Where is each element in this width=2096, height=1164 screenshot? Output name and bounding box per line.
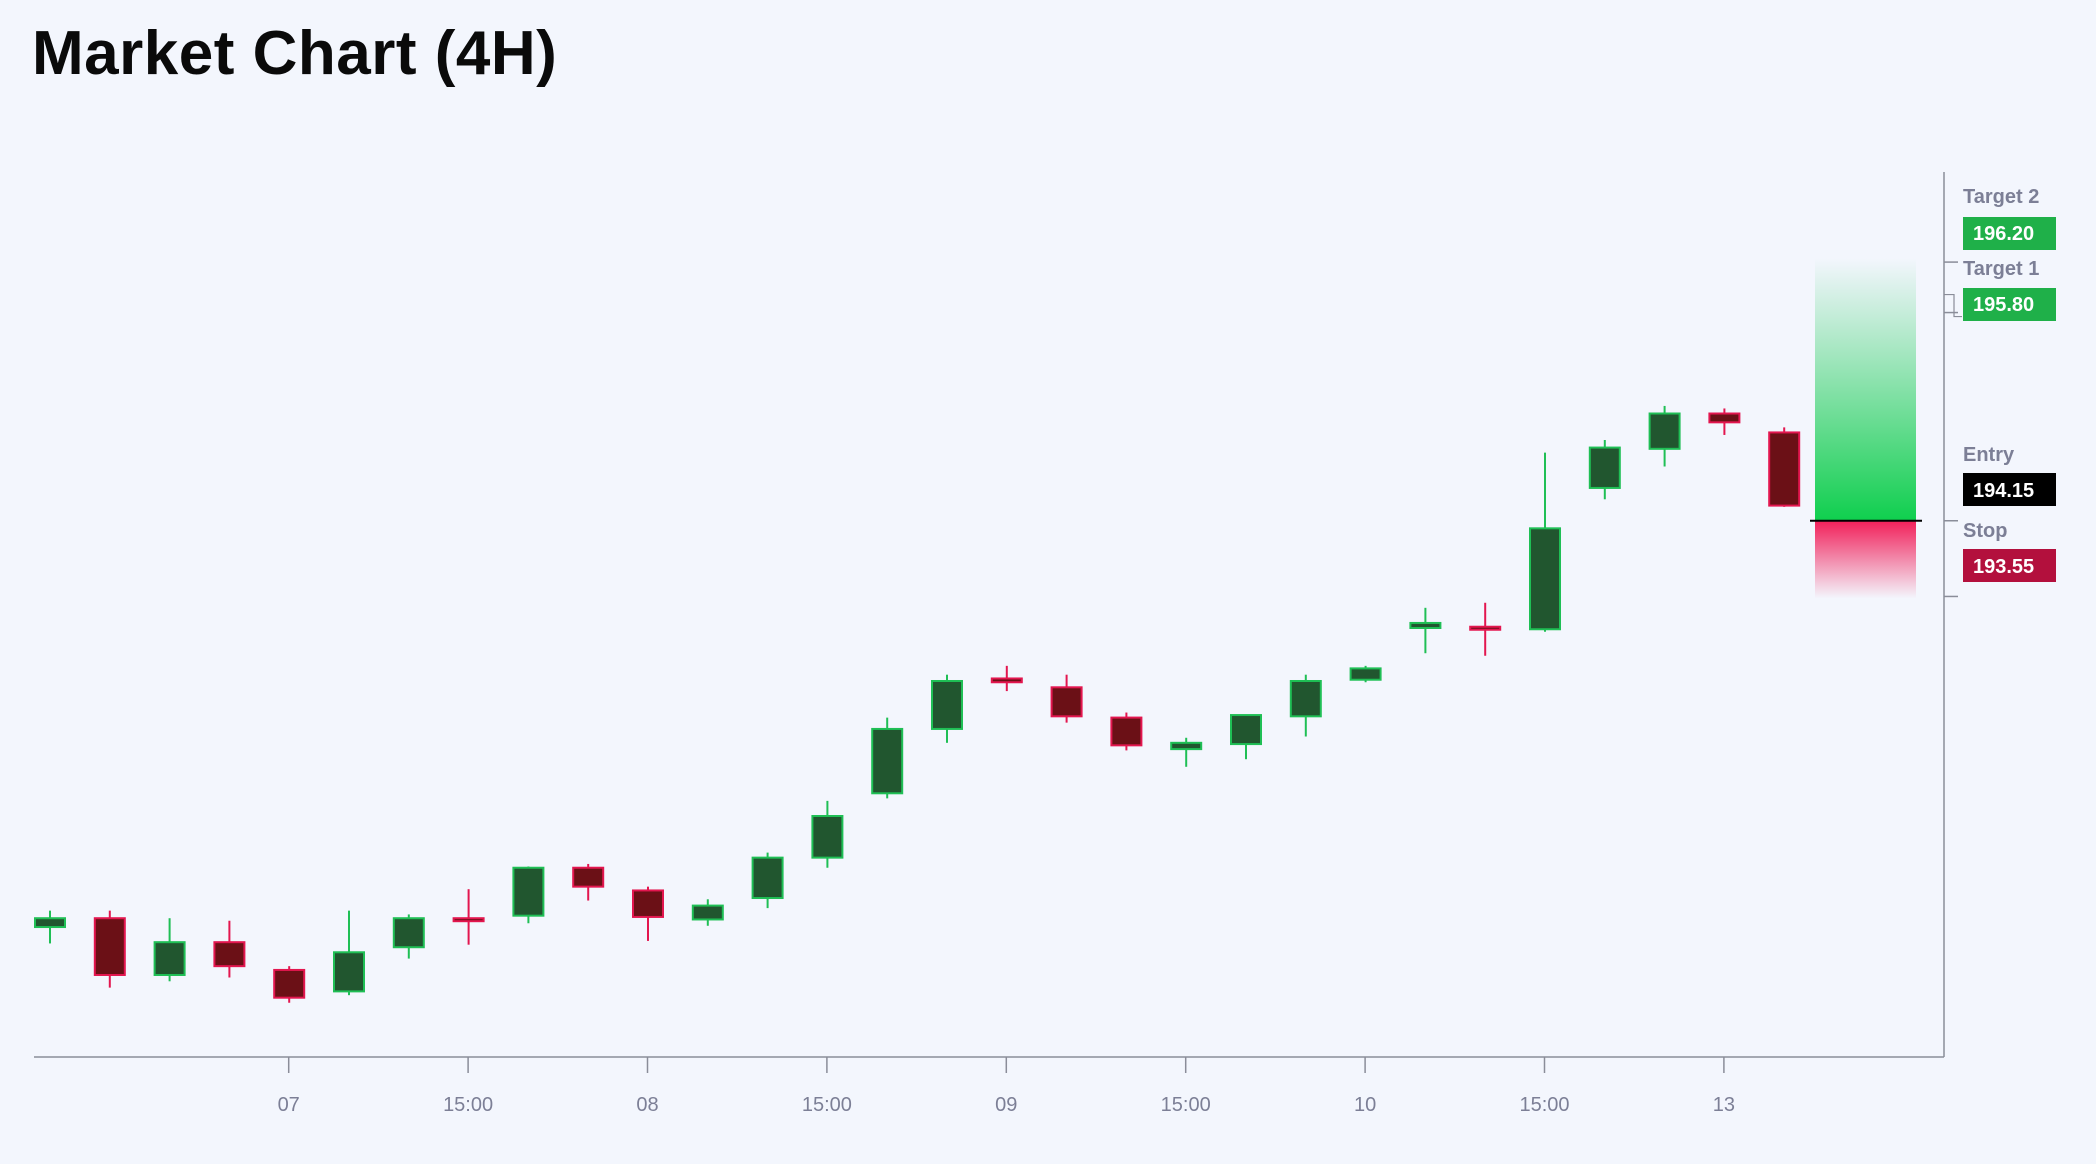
candle-body — [1349, 667, 1382, 681]
x-tick-label: 13 — [1713, 1094, 1735, 1116]
x-tick-label: 15:00 — [443, 1094, 493, 1116]
level-price-target-2: 196.20 — [1973, 223, 2034, 245]
candle-body — [93, 917, 126, 976]
level-badge-target-1 — [1963, 288, 2056, 321]
candles — [34, 405, 1801, 1003]
level-label-stop: Stop — [1963, 520, 2007, 542]
level-price-entry: 194.15 — [1973, 480, 2034, 502]
x-tick-label: 07 — [278, 1094, 300, 1116]
candle-body — [1170, 741, 1203, 751]
candle-body — [392, 917, 425, 949]
candle-body — [34, 917, 66, 929]
candle-body — [153, 941, 186, 976]
level-price-target-1: 195.80 — [1973, 294, 2034, 316]
target-zone — [1815, 258, 1916, 521]
candle-body — [811, 815, 844, 859]
candle-body — [1588, 446, 1621, 489]
x-tick-label: 15:00 — [802, 1094, 852, 1116]
level-badge-stop — [1963, 549, 2056, 582]
candle-body — [1469, 625, 1502, 631]
x-tick-label: 09 — [995, 1094, 1017, 1116]
candle-body — [333, 951, 365, 993]
level-label-target-1: Target 1 — [1963, 258, 2039, 280]
candle-body — [1529, 527, 1561, 631]
candle-body — [213, 941, 246, 968]
candle-body — [1050, 686, 1083, 718]
candle-body — [931, 679, 963, 730]
x-tick-label: 15:00 — [1161, 1094, 1211, 1116]
candle-body — [990, 677, 1023, 684]
candle-body — [572, 866, 605, 888]
chart-title: Market Chart (4H) — [32, 19, 558, 88]
risk-reward-zones — [1810, 258, 1922, 599]
level-label-target-2: Target 2 — [1963, 186, 2039, 208]
candle-body — [1768, 431, 1801, 507]
x-tick-label: 08 — [636, 1094, 658, 1116]
candle-body — [452, 917, 485, 923]
candle-body — [1289, 679, 1322, 718]
candle-body — [632, 889, 664, 918]
axes: 07 15:00 08 15:00 09 15:00 10 15:00 13 — [34, 172, 1962, 1116]
x-tick-label: 10 — [1354, 1094, 1376, 1116]
price-levels: Target 2 196.20 Target 1 195.80 Entry 19… — [1963, 186, 2056, 582]
target-1-connector — [1944, 293, 1962, 318]
candle-body — [1230, 714, 1262, 746]
level-badge-target-2 — [1963, 217, 2056, 250]
candle-body — [871, 727, 904, 795]
x-tick-label: 15:00 — [1519, 1094, 1569, 1116]
level-badge-entry — [1963, 473, 2056, 506]
candle-body — [1409, 621, 1442, 630]
candle-body — [273, 968, 306, 999]
candle-body — [1648, 412, 1681, 450]
stop-zone — [1815, 520, 1916, 599]
candle-body — [751, 856, 784, 900]
candle-body — [512, 866, 545, 917]
level-label-entry: Entry — [1963, 444, 2015, 466]
candle-body — [1708, 412, 1741, 424]
level-price-stop: 193.55 — [1973, 556, 2034, 578]
candle-body — [691, 904, 724, 921]
candle-body — [1110, 716, 1143, 747]
